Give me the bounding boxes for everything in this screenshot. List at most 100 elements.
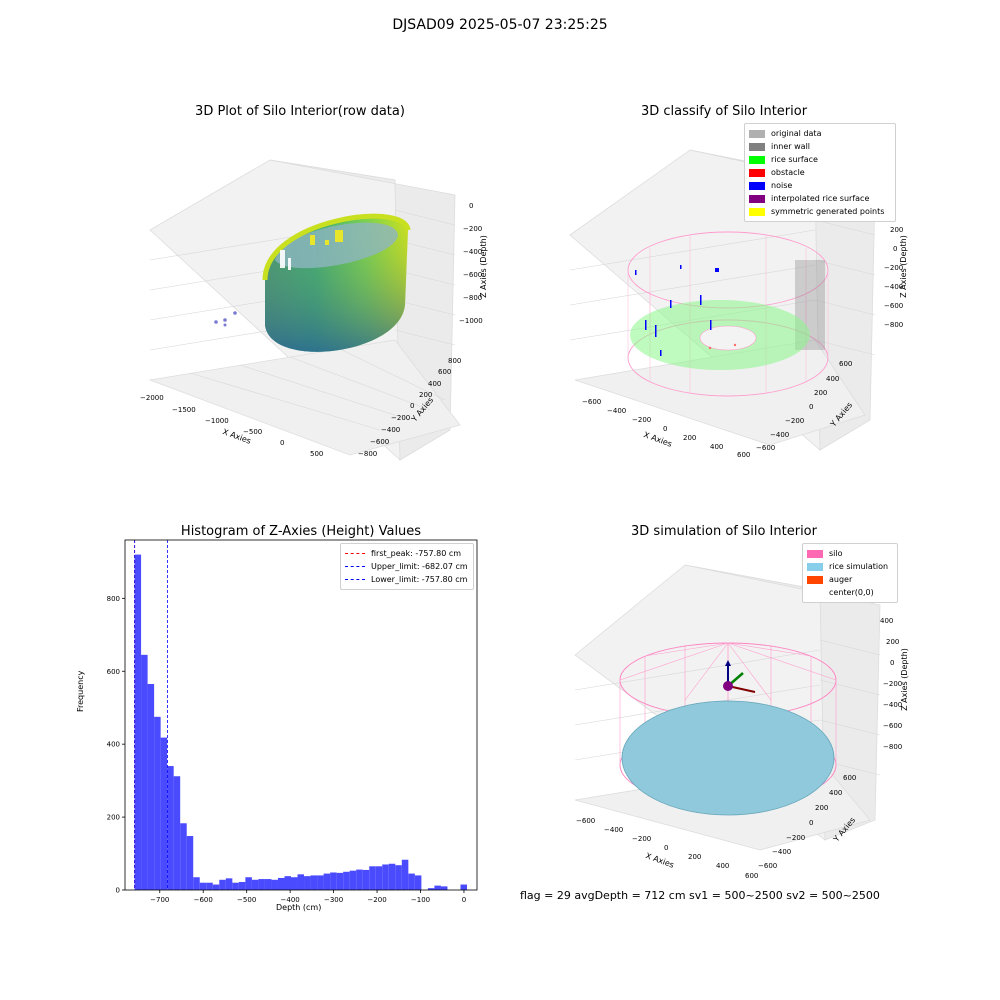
histogram-bar (382, 864, 389, 890)
status-footer: flag = 29 avgDepth = 712 cm sv1 = 500~25… (520, 889, 880, 902)
histogram-bar (212, 884, 220, 890)
legend-label: silo (829, 549, 843, 558)
legend-item-noise: noise (749, 179, 891, 192)
p2-ztick: −400 (884, 283, 904, 291)
p4-ztick: 400 (880, 617, 894, 625)
legend-swatch (749, 181, 765, 190)
p4-ytick: 200 (815, 804, 829, 812)
legend-label: symmetric generated points (771, 207, 885, 216)
histogram-bar (356, 869, 363, 890)
legend-item-obstacle: obstacle (749, 166, 891, 179)
histogram-bar (186, 836, 194, 890)
p1-zlabel: Z Axies (Depth) (478, 235, 488, 298)
p4-xtick: −200 (632, 835, 652, 843)
p1-ztick: −800 (463, 294, 483, 302)
p2-xtick: −200 (632, 416, 652, 424)
p4-ytick: −600 (758, 862, 778, 870)
p4-xtick: 0 (664, 844, 669, 852)
p1-ztick: −400 (463, 248, 483, 256)
legend-label: first_peak: -757.80 cm (371, 549, 462, 558)
plot-frame (124, 539, 478, 891)
histogram-bar (343, 871, 350, 890)
p4-ztick: −600 (883, 722, 903, 730)
legend-line (345, 579, 365, 580)
p4-ztick: −200 (883, 680, 903, 688)
p2-ytick: −600 (756, 444, 776, 452)
histogram-bar (141, 654, 148, 890)
histogram-bar (297, 874, 305, 890)
legend-item-lower-limit: Lower_limit: -757.80 cm (345, 573, 469, 586)
legend-item-interpolated: interpolated rice surface (749, 192, 891, 205)
legend-label: Lower_limit: -757.80 cm (371, 575, 468, 584)
histogram-bar (330, 872, 337, 890)
p1-ytick: 800 (448, 357, 462, 365)
histogram-bar (154, 716, 161, 890)
p4-zlabel: Z Axies (Depth) (899, 648, 909, 711)
p1-xtick: 500 (310, 450, 324, 458)
legend-swatch (807, 588, 823, 597)
legend-swatch (807, 549, 823, 558)
panel4-3d-plot (574, 564, 881, 851)
p4-ztick: 200 (886, 638, 900, 646)
legend-swatch (749, 168, 765, 177)
legend-item-center: center(0,0) (807, 586, 893, 599)
legend-item-first-peak: first_peak: -757.80 cm (345, 547, 469, 560)
p2-xtick: 600 (737, 451, 751, 459)
p2-xtick: −600 (582, 398, 602, 406)
p1-ztick: 0 (469, 202, 474, 210)
histogram-bar (323, 873, 331, 890)
p1-ztick: −1000 (459, 317, 483, 325)
x-tick-label: 0 (462, 896, 466, 904)
legend-swatch (749, 207, 765, 216)
panel2-legend: original data inner wall rice surface ob… (744, 123, 896, 222)
p2-ytick: −400 (770, 431, 790, 439)
p2-ztick: 0 (893, 245, 898, 253)
histogram-bar (193, 877, 200, 890)
histogram-bar (147, 684, 155, 890)
histogram-bar (369, 866, 376, 890)
p1-xtick: −1500 (172, 406, 196, 414)
p2-ytick: 600 (839, 360, 853, 368)
p1-ytick: −800 (358, 450, 378, 458)
panel1-title: 3D Plot of Silo Interior(row data) (195, 104, 405, 119)
legend-item-upper-limit: Upper_limit: -682.07 cm (345, 560, 469, 573)
p4-ztick: −400 (883, 701, 903, 709)
histogram-bar (395, 865, 402, 890)
p2-ztick: −600 (884, 302, 904, 310)
p2-ytick: 200 (814, 389, 828, 397)
p2-ytick: 0 (809, 403, 814, 411)
p4-xtick: −400 (604, 826, 624, 834)
histogram-bar (284, 876, 292, 890)
histogram-bar (349, 870, 357, 890)
histogram-bar (134, 554, 142, 890)
x-tick-label: −200 (367, 896, 386, 904)
p4-ytick: −400 (772, 848, 792, 856)
p1-xtick: −2000 (140, 394, 164, 402)
p2-ytick: −200 (785, 417, 805, 425)
histogram-ylabel: Frequency (76, 670, 85, 712)
p2-ztick: 200 (890, 226, 904, 234)
p1-ytick: −600 (370, 438, 390, 446)
histogram-title: Histogram of Z-Axies (Height) Values (180, 524, 422, 539)
histogram-bar (362, 869, 370, 890)
legend-label: rice simulation (829, 562, 889, 571)
legend-swatch (749, 129, 765, 138)
legend-item-silo: silo (807, 547, 893, 560)
p1-ytick: 200 (419, 391, 433, 399)
x-tick-label: −500 (237, 896, 256, 904)
p4-ytick: 0 (809, 819, 814, 827)
y-tick-label: 800 (107, 595, 120, 603)
p4-xtick: 600 (745, 872, 759, 880)
histogram-bar (225, 878, 233, 890)
y-tick-label: 0 (116, 887, 120, 895)
p1-ytick: 0 (410, 402, 415, 410)
histogram-bar (291, 877, 298, 890)
panel1-3d-plot (148, 159, 461, 461)
legend-label: inner wall (771, 142, 811, 151)
legend-label: rice surface (771, 155, 818, 164)
histogram-legend: first_peak: -757.80 cm Upper_limit: -682… (340, 543, 474, 590)
histogram-bar (238, 881, 246, 890)
p4-ytick: −200 (786, 834, 806, 842)
p4-ztick: 0 (890, 659, 895, 667)
p1-xtick: −500 (243, 428, 263, 436)
